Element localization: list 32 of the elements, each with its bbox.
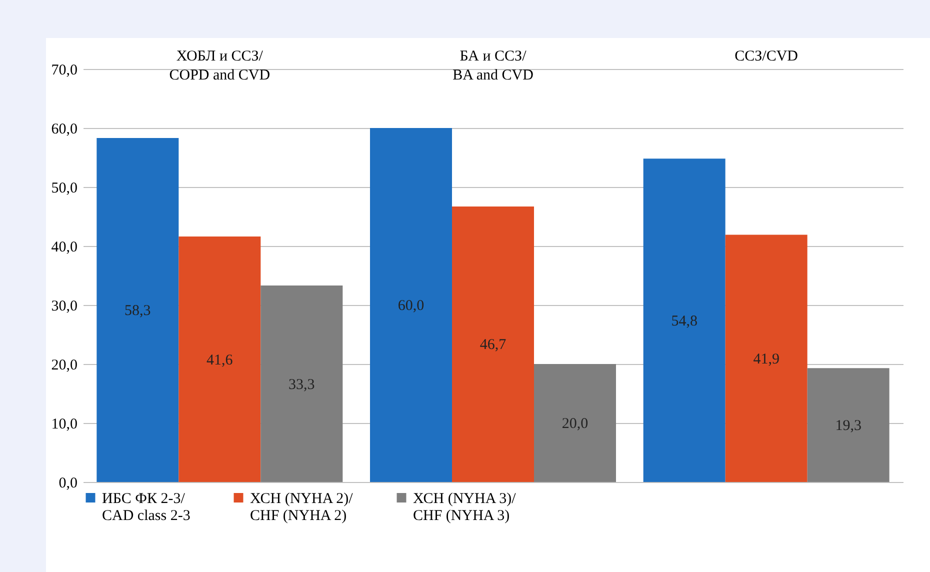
bar [260,286,343,482]
y-tick-label: 0,0 [58,476,78,492]
y-tick-label: 20,0 [51,358,78,374]
y-tick-label: 50,0 [51,180,78,196]
data-label: 54,8 [671,313,698,330]
bar [178,236,261,482]
bar [807,368,890,482]
legend-label: ХСН (NYHA 3)/ CHF (NYHA 3) [413,490,517,524]
bar [370,128,452,482]
y-tick-label: 10,0 [51,416,78,432]
data-label: 20,0 [562,416,588,432]
bar [725,234,808,482]
data-label: 41,6 [206,352,234,368]
bar [534,364,616,482]
x-tick-label: БА и ССЗ/ BA and CVD [452,48,534,84]
data-label: 46,7 [480,337,507,354]
y-tick-label: 70,0 [51,62,78,78]
data-label: 41,9 [753,351,780,368]
data-label: 33,3 [288,376,315,393]
data-label: 60,0 [398,298,424,314]
bar [96,138,179,482]
x-tick-label: ХОБЛ и ССЗ/ COPD and CVD [169,48,270,84]
data-label: 19,3 [835,418,862,434]
data-label: 58,3 [124,303,151,320]
y-tick-label: 60,0 [51,122,78,138]
bar [643,158,726,482]
bar [452,206,534,482]
y-tick-label: 40,0 [51,240,78,256]
legend-label: ИБС ФК 2-3/ CAD class 2-3 [102,490,190,524]
x-tick-label: ССЗ/CVD [734,48,798,64]
y-tick-label: 30,0 [51,298,78,314]
legend-label: ХСН (NYHA 2)/ CHF (NYHA 2) [250,490,354,524]
